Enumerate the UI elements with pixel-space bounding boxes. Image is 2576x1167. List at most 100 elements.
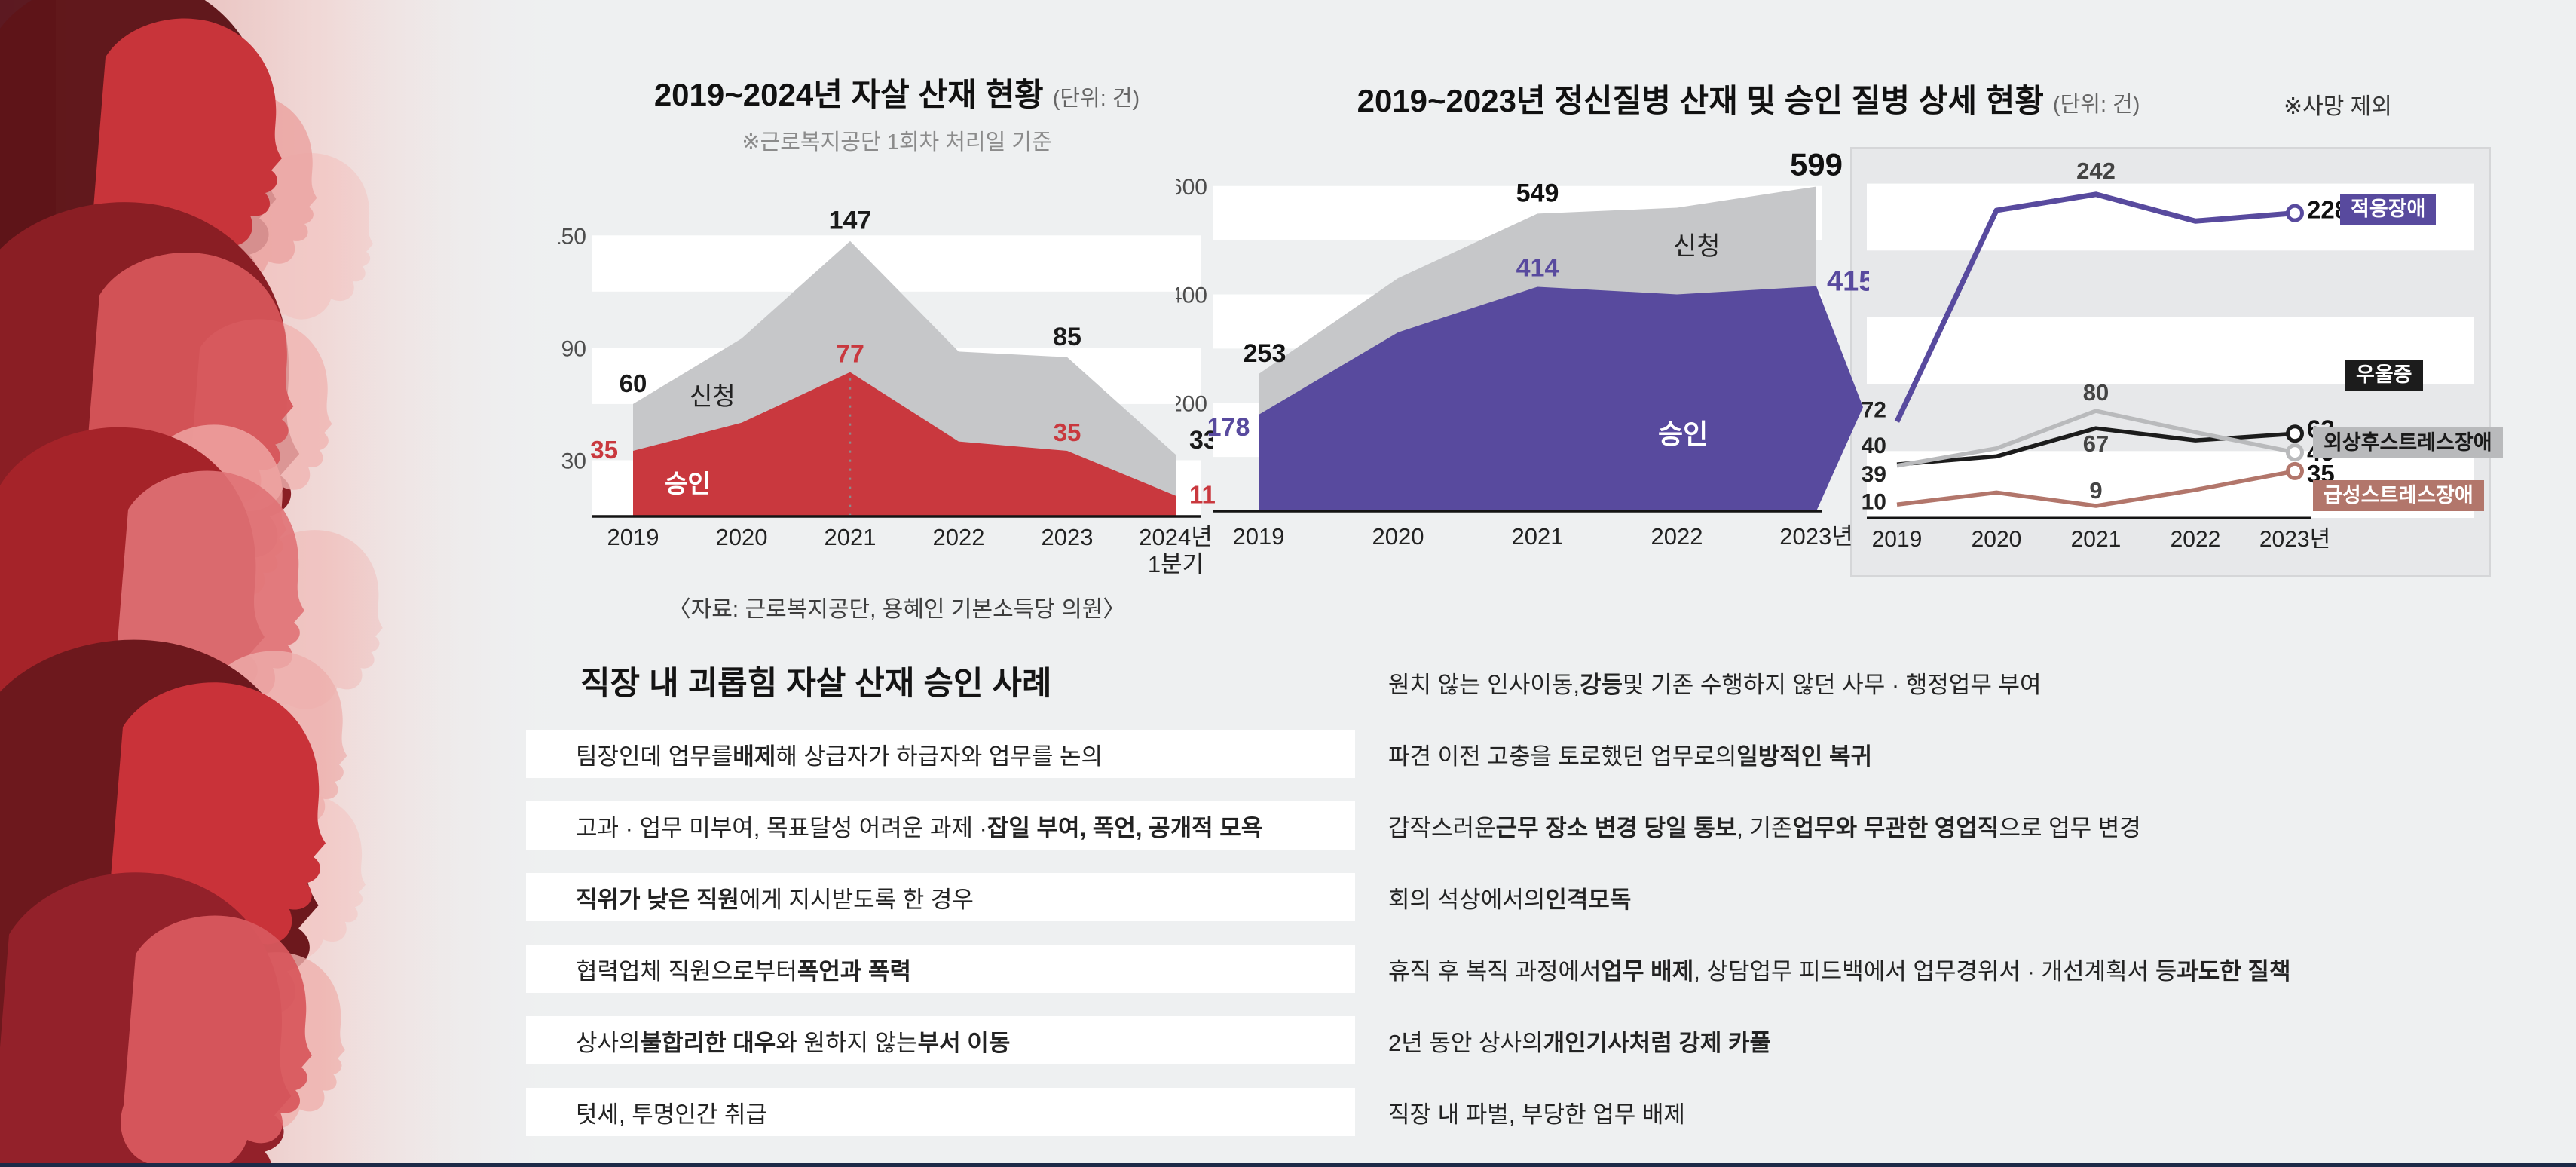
case-text-segment: 직장 내 파벌, 부당한 업무 배제 [1388, 1101, 1685, 1128]
legend-chip-depression: 우울증 [2345, 360, 2423, 391]
cases-title: 직장 내 괴롭힘 자살 산재 승인 사례 [580, 666, 1052, 702]
x-tick-label: 2019 [1233, 523, 1285, 550]
x-tick-label: 2024년 1분기 [1139, 524, 1212, 577]
legend-chip-ptsd: 외상후스트레스장애 [2313, 427, 2503, 458]
x-tick-label: 2022 [1651, 523, 1703, 550]
value-label: 147 [829, 207, 872, 235]
y-tick-label: 150 [558, 224, 586, 249]
case-text-segment: 강등 [1580, 671, 1623, 698]
y-tick-label: 90 [561, 336, 586, 361]
case-row-right-7: 직장 내 파벌, 부당한 업무 배제 [1388, 1088, 1685, 1136]
case-text-segment: 갑작스러운 [1388, 814, 1496, 841]
suicide-chart-section: 2019~2024년 자살 산재 현황 (단위: 건) ※근로복지공단 1회차 처… [558, 69, 1236, 623]
area-approvals [1259, 286, 1816, 511]
y-tick-label: 30 [561, 449, 586, 473]
case-text-segment: 팀장인데 업무를 [576, 743, 733, 770]
case-text-segment: , 상담업무 피드백에서 업무경위서 · 개선계획서 등 [1693, 957, 2177, 985]
case-row-left-4: 협력업체 직원으로부터 폭언과 폭력 [526, 945, 1355, 993]
case-text-segment: , 기존 [1736, 814, 1793, 841]
end-marker-adjustment-disorder [2286, 204, 2304, 222]
value-label: 415 [1827, 266, 1869, 298]
value-label: 35 [590, 436, 618, 464]
case-text-segment: 인격모독 [1545, 886, 1632, 913]
x-tick-label: 2019 [1872, 527, 1923, 552]
detail-connector [1816, 286, 1863, 511]
case-row-left-3: 직위가 낮은 직원 에게 지시받도록 한 경우 [526, 873, 1355, 921]
x-tick-label: 2021 [2071, 527, 2122, 552]
mental-chart-title: 2019~2023년 정신질병 산재 및 승인 질병 상세 현황 (단위: 건) [1191, 75, 2306, 121]
x-tick-label: 2021 [1512, 523, 1564, 550]
value-label: 80 [2083, 379, 2109, 406]
case-row-right-1: 원치 않는 인사이동, 강등 및 기존 수행하지 않던 사무 · 행정업무 부여 [1388, 658, 2042, 706]
case-text-segment: 배제 [733, 743, 776, 770]
case-text-segment: 및 기존 수행하지 않던 사무 · 행정업무 부여 [1623, 671, 2042, 698]
value-label: 67 [2083, 430, 2109, 457]
case-text-segment: 폭언과 폭력 [797, 957, 912, 985]
case-text-segment: 고과 · 업무 미부여, 목표달성 어려운 과제 · [576, 814, 987, 841]
suicide-chart-note: ※근로복지공단 1회차 처리일 기준 [742, 130, 1052, 155]
faces-illustration [0, 0, 573, 1167]
y-tick-label: 600 [1176, 175, 1207, 200]
case-text-segment: 회의 석상에서의 [1388, 886, 1546, 913]
case-row-left-2: 고과 · 업무 미부여, 목표달성 어려운 과제 · 잡일 부여, 폭언, 공개… [526, 801, 1355, 850]
case-row-left-6: 텃세, 투명인간 취급 [526, 1088, 1355, 1136]
case-row-right-5: 휴직 후 복직 과정에서 업무 배제, 상담업무 피드백에서 업무경위서 · 개… [1388, 945, 2290, 993]
case-text-segment: 텃세, 투명인간 취급 [576, 1101, 767, 1128]
case-row-right-3: 갑작스러운 근무 장소 변경 당일 통보, 기존 업무와 무관한 영업직 으로 업… [1388, 801, 2141, 850]
case-text-segment: 2년 동안 상사의 [1388, 1029, 1543, 1056]
case-text-segment: 와 원하지 않는 [776, 1029, 918, 1056]
x-tick-label: 2019 [607, 524, 659, 550]
case-text-segment: 업무와 무관한 영업직 [1792, 814, 1999, 841]
value-label: 77 [836, 340, 864, 369]
value-label: 242 [2076, 158, 2116, 184]
suicide-chart-title: 2019~2024년 자살 산재 현황 (단위: 건) [558, 69, 1236, 115]
value-label: 35 [1054, 418, 1081, 446]
value-label: 33 [1189, 426, 1218, 455]
case-text-segment: 부서 이동 [917, 1029, 1011, 1056]
death-excluded-note: ※사망 제외 [2284, 94, 2392, 119]
case-text-segment: 잡일 부여, 폭언, 공개적 모욕 [987, 814, 1263, 841]
y-tick-label: 400 [1176, 283, 1207, 308]
case-text-segment: 직위가 낮은 직원 [576, 886, 739, 913]
grid-band [592, 235, 1201, 292]
suicide-chart-title-text: 2019~2024년 자살 산재 현황 [653, 77, 1044, 112]
value-label: 253 [1244, 339, 1286, 368]
value-label: 85 [1053, 323, 1081, 351]
x-tick-label: 2022 [2171, 527, 2221, 552]
suicide-chart-source: 〈자료: 근로복지공단, 용혜인 기본소득당 의원〉 [668, 597, 1126, 622]
case-text-segment: 과도한 질책 [2177, 957, 2291, 985]
end-marker-depression [2286, 424, 2304, 443]
series-label-applications: 신청 [690, 382, 736, 410]
case-row-right-6: 2년 동안 상사의 개인기사처럼 강제 카풀 [1388, 1016, 1771, 1064]
x-tick-label: 2021 [825, 524, 877, 550]
end-marker-ptsd [2286, 443, 2304, 462]
case-text-segment: 해 상급자가 하급자와 업무를 논의 [776, 743, 1103, 770]
value-label: 72 [1862, 397, 1886, 422]
case-row-right-4: 회의 석상에서의 인격모독 [1388, 873, 1631, 921]
case-text-segment: 개인기사처럼 강제 카풀 [1543, 1029, 1772, 1056]
value-label: 549 [1516, 179, 1559, 207]
line-ptsd [1896, 409, 2296, 468]
case-text-segment: 파견 이전 고충을 토로했던 업무로의 [1388, 743, 1737, 770]
x-tick-label: 2022 [933, 524, 985, 550]
legend-chip-acute-stress-disorder: 급성스트레스장애 [2313, 480, 2484, 511]
case-text-segment: 에게 지시받도록 한 경우 [739, 886, 974, 913]
case-text-segment: 원치 않는 인사이동, [1388, 671, 1580, 698]
case-row-left-5: 상사의 불합리한 대우 와 원하지 않는 부서 이동 [526, 1016, 1355, 1064]
value-label: 40 [1862, 433, 1886, 458]
series-label-approvals: 승인 [665, 470, 711, 498]
x-tick-label: 2020 [1972, 527, 2022, 552]
case-text-segment: 으로 업무 변경 [1999, 814, 2141, 841]
case-text-segment: 업무 배제 [1601, 957, 1694, 985]
line-acute-stress-disorder [1896, 469, 2296, 508]
mental-chart-title-text: 2019~2023년 정신질병 산재 및 승인 질병 상세 현황 [1357, 83, 2044, 118]
mental-chart-unit: (단위: 건) [2052, 93, 2140, 117]
bottom-rule [0, 1163, 2576, 1167]
value-label: 10 [1862, 489, 1886, 514]
y-tick-label: 200 [1176, 391, 1207, 416]
case-text-segment: 상사의 [576, 1029, 641, 1056]
line-adjustment-disorder [1894, 191, 2296, 423]
detail-chart-panel: 2019 2020 2021 2022 2023년 72 40 39 10 242 67 80 9 228… [1850, 147, 2503, 577]
